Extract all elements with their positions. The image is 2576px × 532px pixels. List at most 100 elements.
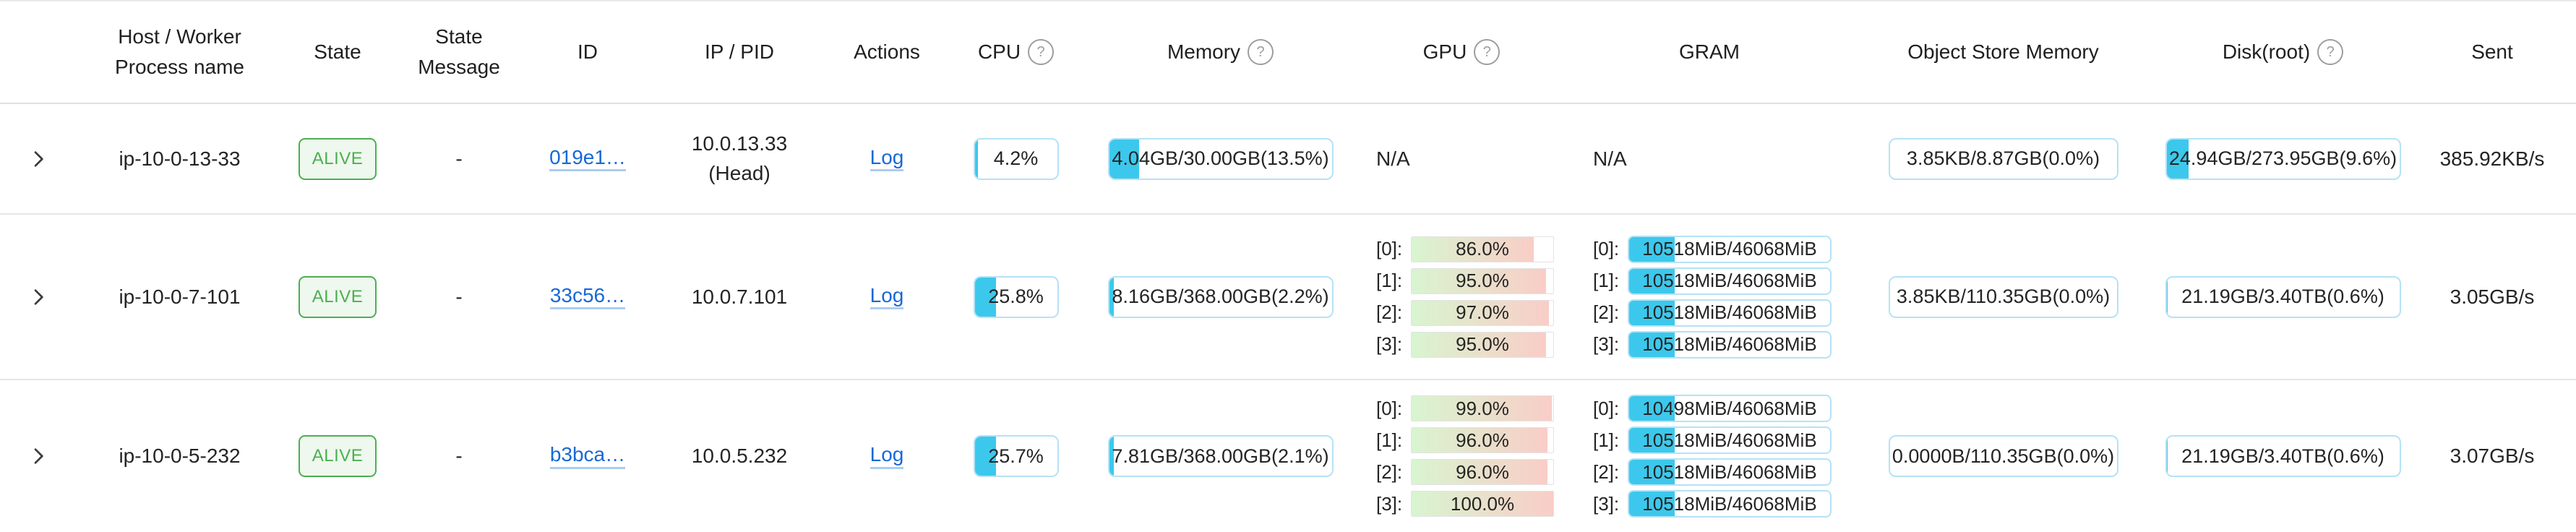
memory-usage-bar: 8.16GB/368.00GB(2.2%) — [1107, 275, 1334, 318]
host-name: ip-10-0-13-33 — [119, 147, 241, 170]
node-id-link[interactable]: 019e1… — [549, 146, 626, 172]
progress-fill — [1629, 492, 1675, 516]
gpu-usage-list: [0]: 99.0% [1]: 96.0% [2]: 96.0% [3]: 100.0% — [1376, 395, 1554, 518]
cpu-usage-bar: 25.7% — [973, 435, 1059, 477]
progress-fill — [1629, 268, 1675, 293]
gram-usage-bar: 10498MiB/46068MiB — [1628, 395, 1832, 422]
gram-usage-bar: 10518MiB/46068MiB — [1628, 458, 1832, 486]
expand-row-button[interactable] — [27, 445, 50, 468]
log-link[interactable]: Log — [870, 146, 904, 172]
gram-usage-bar: 10518MiB/46068MiB — [1628, 426, 1832, 454]
sent-rate: 3.05GB/s — [2450, 285, 2535, 308]
progress-fill — [1412, 428, 1548, 452]
progress-fill — [2166, 437, 2168, 476]
node-id-link[interactable]: 33c56… — [549, 284, 626, 310]
progress-fill — [1412, 236, 1534, 262]
gpu-na: N/A — [1376, 147, 1410, 170]
gpu-index-label: [2]: — [1376, 301, 1403, 323]
progress-fill — [1412, 460, 1548, 484]
cpu-help-icon[interactable]: ? — [1028, 39, 1055, 65]
progress-fill — [974, 277, 996, 317]
chevron-right-icon — [34, 448, 43, 464]
state-message: - — [455, 147, 463, 170]
col-header-actions: Actions — [854, 40, 920, 63]
gram-usage-bar: 10518MiB/46068MiB — [1628, 299, 1832, 327]
progress-fill — [2166, 277, 2168, 317]
gram-index-label: [1]: — [1593, 429, 1620, 451]
ip-pid: 10.0.5.232 — [691, 445, 788, 467]
gram-usage-list: [0]: 10498MiB/46068MiB [1]: 10518MiB/46068… — [1593, 395, 1832, 518]
gram-index-label: [2]: — [1593, 460, 1620, 483]
object-store-memory-bar: 3.85KB/110.35GB(0.0%) — [1888, 275, 2118, 318]
col-header-host: Host / Worker Process name — [115, 25, 244, 78]
chevron-right-icon — [34, 150, 43, 167]
chevron-right-icon — [34, 288, 43, 305]
progress-fill — [1109, 139, 1140, 179]
log-link[interactable]: Log — [870, 443, 904, 469]
gram-usage-list: [0]: 10518MiB/46068MiB [1]: 10518MiB/46068… — [1593, 235, 1832, 359]
gpu-index-label: [1]: — [1376, 429, 1403, 451]
memory-usage-bar: 7.81GB/368.00GB(2.1%) — [1107, 435, 1334, 477]
gpu-help-icon[interactable]: ? — [1474, 39, 1500, 65]
object-store-memory-bar: 3.85KB/8.87GB(0.0%) — [1888, 137, 2118, 180]
progress-fill — [1629, 428, 1675, 452]
disk-usage-bar: 24.94GB/273.95GB(9.6%) — [2165, 137, 2401, 180]
gram-usage-bar: 10518MiB/46068MiB — [1628, 235, 1832, 263]
gpu-usage-list: [0]: 86.0% [1]: 95.0% [2]: 97.0% [3]: 95.0% — [1376, 235, 1554, 359]
host-name: ip-10-0-7-101 — [119, 285, 241, 308]
col-header-gram: GRAM — [1679, 40, 1740, 63]
gpu-usage-bar: 100.0% — [1411, 491, 1554, 517]
gram-usage-bar: 10518MiB/46068MiB — [1628, 267, 1832, 295]
node-id-link[interactable]: b3bca… — [549, 443, 626, 469]
progress-fill — [1109, 277, 1115, 317]
progress-fill — [974, 139, 979, 179]
gram-index-label: [2]: — [1593, 301, 1620, 323]
gpu-index-label: [3]: — [1376, 333, 1403, 355]
progress-fill — [1629, 332, 1675, 357]
state-badge: ALIVE — [298, 275, 377, 318]
disk-usage-bar: 21.19GB/3.40TB(0.6%) — [2165, 275, 2401, 318]
progress-fill — [1412, 396, 1553, 421]
progress-fill — [1412, 300, 1550, 325]
gpu-index-label: [1]: — [1376, 270, 1403, 291]
memory-help-icon[interactable]: ? — [1248, 39, 1274, 65]
gpu-index-label: [0]: — [1376, 238, 1403, 259]
disk-help-icon[interactable]: ? — [2317, 39, 2344, 65]
gram-index-label: [3]: — [1593, 333, 1620, 355]
progress-fill — [1629, 460, 1675, 484]
state-message: - — [455, 445, 463, 467]
progress-fill — [1412, 268, 1547, 293]
col-header-memory: Memory? — [1088, 1, 1353, 103]
gpu-usage-bar: 96.0% — [1411, 459, 1554, 485]
table-row: ip-10-0-7-101 ALIVE - 33c56… 10.0.7.101 … — [0, 215, 2576, 380]
progress-fill — [1109, 437, 1114, 476]
col-header-object-store: Object Store Memory — [1907, 40, 2099, 63]
progress-fill — [1629, 236, 1675, 262]
col-header-id: ID — [578, 40, 598, 63]
ip-pid: 10.0.7.101 — [691, 285, 788, 308]
expand-row-button[interactable] — [27, 147, 50, 171]
ip-pid: 10.0.13.33 (Head) — [691, 132, 788, 184]
progress-fill — [1629, 396, 1675, 421]
cpu-usage-bar: 4.2% — [973, 137, 1059, 180]
col-header-state: State — [314, 40, 361, 63]
log-link[interactable]: Log — [870, 284, 904, 310]
gram-na: N/A — [1593, 147, 1627, 170]
col-header-disk: Disk(root)? — [2158, 1, 2408, 103]
gpu-index-label: [2]: — [1376, 460, 1403, 483]
gpu-usage-bar: 97.0% — [1411, 299, 1554, 326]
col-header-sent: Sent — [2471, 40, 2513, 63]
col-header-ip-pid: IP / PID — [705, 40, 774, 63]
state-message: - — [455, 285, 463, 308]
expand-row-button[interactable] — [27, 286, 50, 309]
cpu-usage-bar: 25.8% — [973, 275, 1059, 318]
object-store-memory-bar: 0.0000B/110.35GB(0.0%) — [1888, 435, 2118, 477]
progress-fill — [2166, 139, 2189, 179]
sent-rate: 385.92KB/s — [2439, 147, 2545, 170]
gpu-index-label: [0]: — [1376, 397, 1403, 419]
gpu-usage-bar: 95.0% — [1411, 331, 1554, 358]
gram-usage-bar: 10518MiB/46068MiB — [1628, 490, 1832, 518]
gram-index-label: [0]: — [1593, 238, 1620, 259]
progress-fill — [974, 437, 996, 476]
gpu-usage-bar: 86.0% — [1411, 236, 1554, 262]
